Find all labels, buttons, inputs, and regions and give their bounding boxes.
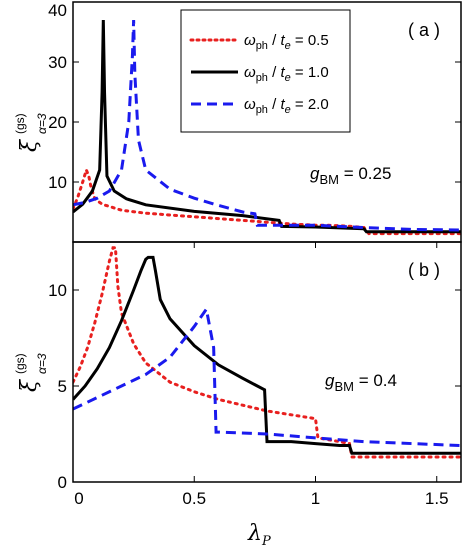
legend-entry-1: ωph / te = 1.0 [244,64,329,84]
panel-a-y-tick-label-2: 30 [48,53,67,72]
panel-b-y-tick-label-1: 5 [58,377,67,396]
x-tick-label-3: 1.5 [425,489,449,508]
panel-b-series [73,246,461,459]
panel-a-series-2-line [73,19,461,232]
x-tick-label-2: 1 [311,489,320,508]
svg-text:(gs): (gs) [13,353,27,374]
legend-entry-0: ωph / te = 0.5 [244,32,329,52]
panel-b-y-tick-label-2: 10 [48,281,67,300]
legend-box [180,9,351,133]
x-tick-label-1: 0.5 [182,489,206,508]
panel-a-label: ( a ) [408,20,440,40]
panel-a-gbm-annotation: gBM = 0.25 [310,164,391,187]
panel-b: 0 5 10 0 0.5 1 1.5 ( b ) gBM = 0.4 ξ (gs) α=3… [13,241,462,549]
panel-a-y-tick-label-0: 10 [48,173,67,192]
x-tick-label-0: 0 [74,489,83,508]
panel-b-series-0-line [73,246,461,459]
panel-b-x-ticks: 0 0.5 1 1.5 [72,242,449,508]
panel-b-y-tick-label-0: 0 [58,473,67,492]
panel-a-y-tick-label-3: 40 [48,1,67,20]
panel-b-gbm-annotation: gBM = 0.4 [325,371,397,394]
panel-a-y-tick-label-1: 20 [48,113,67,132]
svg-text:ξ: ξ [17,378,42,392]
svg-text:α=3: α=3 [35,353,49,374]
legend: ωph / te = 0.5 ωph / te = 1.0 ωph / te =… [180,9,351,133]
panel-b-frame [72,241,462,483]
x-axis-label: λP [247,521,271,549]
panel-a-y-ticks: 10 20 30 40 [48,1,461,192]
panel-a: 10 20 30 40 ( a ) gBM = 0.25 ωph / te = 0.5… [13,1,462,243]
panel-b-y-label: ξ (gs) α=3 [13,353,49,392]
panel-a-series [73,19,461,236]
svg-text:ξ: ξ [17,138,42,152]
panel-a-y-label: ξ (gs) α=3 [13,113,49,152]
svg-text:(gs): (gs) [13,113,27,134]
panel-b-label: ( b ) [408,260,440,280]
panel-a-series-0-line [73,165,461,236]
panel-b-y-ticks: 0 5 10 [48,281,461,492]
svg-text:α=3: α=3 [35,113,49,134]
legend-entry-2: ωph / te = 2.0 [244,96,329,116]
panel-b-series-1-line [73,255,461,455]
